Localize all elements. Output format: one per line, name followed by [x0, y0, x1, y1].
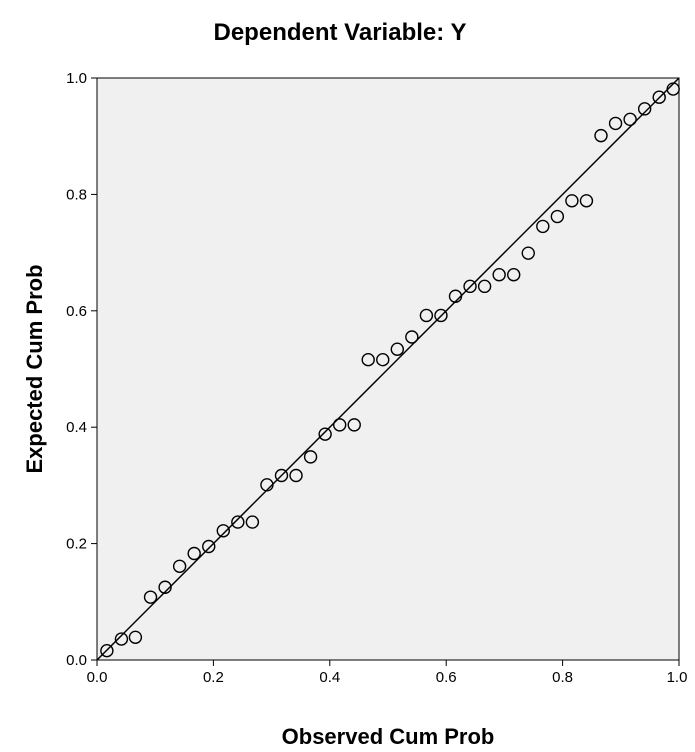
- data-point: [434, 308, 448, 323]
- data-point: [216, 524, 230, 538]
- data-point: [187, 546, 201, 561]
- y-tick-label: 0.6: [66, 303, 87, 320]
- x-axis-label: Observed Cum Prob: [282, 724, 495, 749]
- y-axis-label: Expected Cum Prob: [22, 264, 47, 473]
- data-point: [390, 342, 405, 356]
- data-point: [521, 246, 535, 260]
- x-tick-label: 0.8: [552, 669, 573, 686]
- x-tick-label: 0.0: [87, 669, 108, 686]
- data-point: [143, 590, 158, 604]
- y-tick-label: 0.8: [66, 186, 87, 203]
- reference-line: [96, 77, 680, 661]
- data-point: [550, 209, 565, 224]
- data-point: [507, 268, 521, 282]
- data-point: [100, 643, 114, 658]
- y-tick-label: 0.2: [66, 536, 87, 553]
- chart-title: Dependent Variable: Y: [214, 19, 467, 46]
- data-point: [637, 102, 652, 116]
- data-point: [623, 112, 637, 127]
- x-tick-label: 0.4: [319, 669, 340, 686]
- data-point: [448, 289, 463, 303]
- data-point: [463, 279, 477, 294]
- data-point: [405, 330, 419, 344]
- data-point: [114, 632, 129, 646]
- data-points: [100, 82, 680, 658]
- data-point: [332, 418, 347, 432]
- data-point: [202, 539, 216, 554]
- data-point: [652, 90, 666, 104]
- data-point: [347, 418, 361, 432]
- data-point: [492, 268, 506, 282]
- data-point: [579, 194, 594, 208]
- data-point: [303, 450, 318, 464]
- data-point: [274, 468, 289, 483]
- data-point: [608, 116, 623, 131]
- data-point: [565, 194, 579, 208]
- data-point: [477, 279, 492, 294]
- y-tick-label: 0.4: [66, 419, 87, 436]
- data-point: [260, 478, 274, 492]
- data-point: [158, 580, 172, 594]
- data-point: [361, 352, 375, 367]
- x-tick-label: 1.0: [667, 669, 688, 686]
- x-tick-label: 0.2: [203, 669, 224, 686]
- data-point: [172, 559, 187, 573]
- data-point: [289, 468, 303, 483]
- x-tick-label: 0.6: [436, 669, 457, 686]
- y-tick-label: 1.0: [66, 70, 87, 87]
- data-point: [419, 308, 434, 323]
- data-point: [594, 128, 608, 143]
- data-point: [536, 219, 550, 234]
- tick-labels: 0.0 0.2 0.4 0.6 0.8 1.0 0.0 0.2 0.4 0.6 0.8 1.0: [66, 70, 687, 686]
- data-point: [376, 352, 390, 367]
- data-point: [245, 515, 260, 529]
- y-tick-label: 0.0: [66, 652, 87, 669]
- axis-ticks: [91, 77, 680, 666]
- data-point: [318, 427, 332, 441]
- data-point: [231, 515, 245, 529]
- data-point: [666, 82, 680, 96]
- data-point: [128, 630, 143, 645]
